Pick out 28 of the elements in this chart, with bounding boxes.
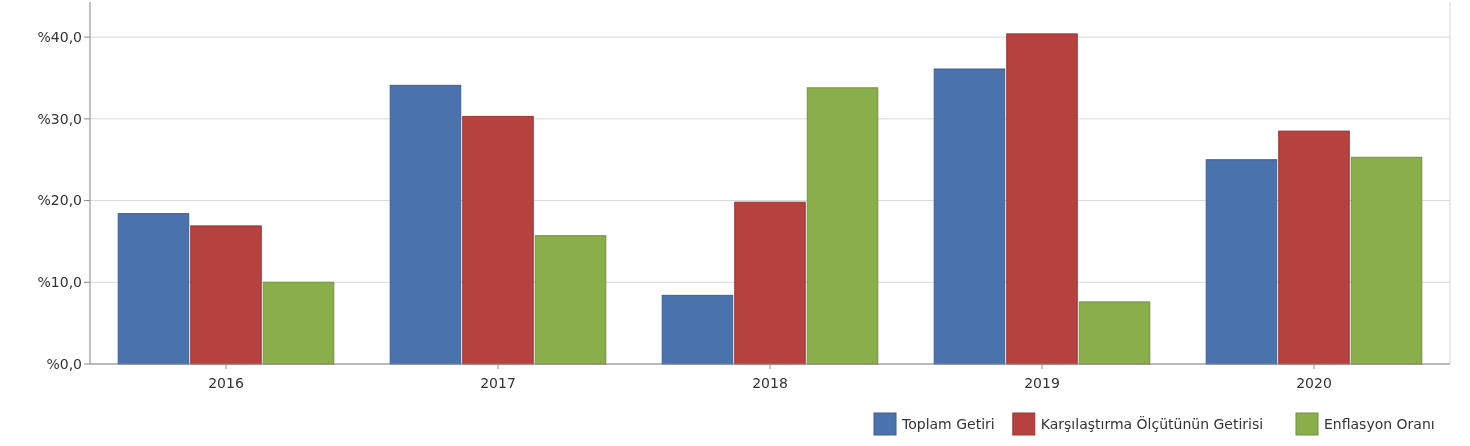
legend-label: Toplam Getiri: [901, 415, 995, 432]
bar: [262, 281, 335, 365]
bar: [661, 294, 734, 365]
bar: [806, 87, 879, 365]
bar: [117, 213, 190, 365]
bar: [389, 84, 462, 365]
x-tick-label: 2018: [752, 375, 788, 391]
y-tick-label: %30,0: [37, 110, 82, 127]
y-tick-label: %10,0: [37, 274, 82, 291]
x-tick-label: 2020: [1296, 375, 1332, 391]
bar: [933, 68, 1006, 365]
x-tick-label: 2017: [480, 375, 516, 391]
bar: [1078, 301, 1151, 365]
bar: [1278, 130, 1350, 365]
legend-label: Karşılaştırma Ölçütünün Getirisi: [1040, 414, 1264, 432]
y-tick-label: %40,0: [37, 29, 82, 46]
legend-label: Enflasyon Oranı: [1324, 415, 1435, 432]
bar: [462, 115, 534, 365]
y-tick-label: %20,0: [37, 192, 82, 209]
bar: [1205, 159, 1278, 365]
bar: [190, 225, 262, 365]
y-tick-label: %0,0: [46, 355, 82, 372]
bar: [734, 201, 806, 365]
x-tick-label: 2019: [1024, 375, 1060, 391]
x-tick-label: 2016: [208, 375, 244, 391]
bar: [1006, 33, 1078, 365]
bar: [534, 235, 607, 365]
bar: [1350, 156, 1423, 365]
